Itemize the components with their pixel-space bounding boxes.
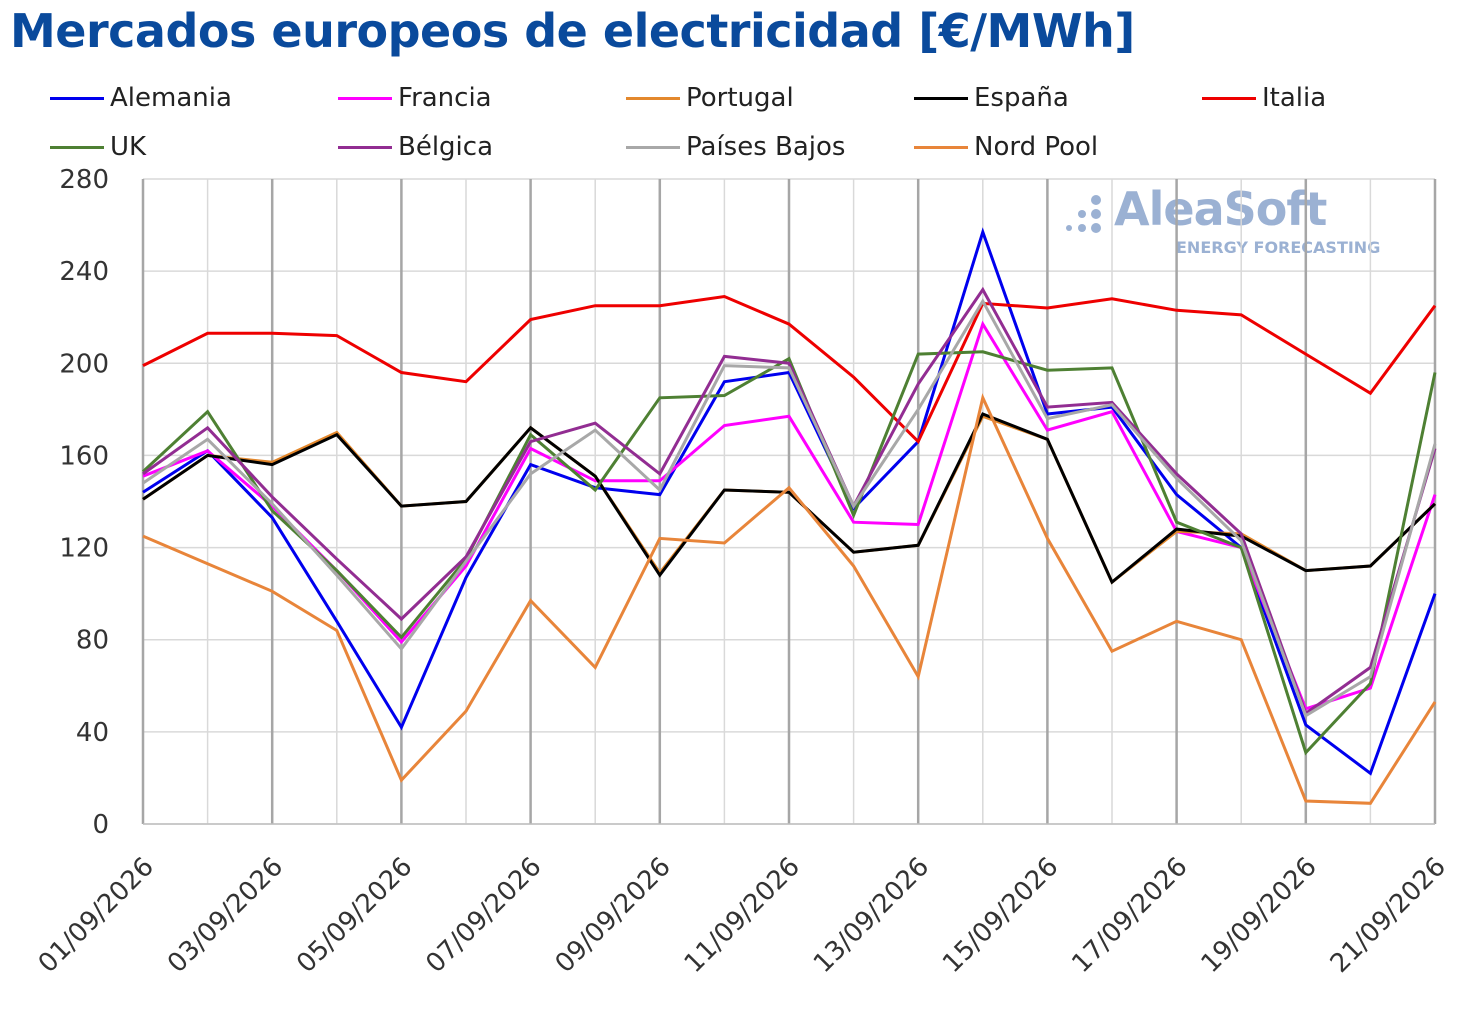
- logo-subtitle: ENERGY FORECASTING: [1176, 238, 1381, 257]
- y-tick-label: 0: [92, 810, 109, 840]
- series-line-italia: [142, 294, 1437, 445]
- legend-label: Bélgica: [398, 132, 494, 162]
- legend-item: Nord Pool: [914, 132, 1098, 162]
- legend-label: Francia: [398, 83, 492, 113]
- legend-label: Alemania: [110, 83, 232, 113]
- legend-swatch: [914, 96, 968, 100]
- legend-swatch: [626, 145, 680, 149]
- x-tick-label: 19/09/2026: [1196, 852, 1323, 979]
- y-tick-label: 120: [59, 534, 109, 564]
- y-tick-label: 80: [76, 626, 109, 656]
- legend-item: Portugal: [626, 83, 794, 113]
- legend-swatch: [50, 145, 104, 149]
- chart-legend: Alemania Francia Portugal España Italia UK Bél…: [0, 0, 1480, 175]
- legend-label: Italia: [1262, 83, 1327, 113]
- y-tick-label: 40: [76, 718, 109, 748]
- logo-name: AleaSoft: [1114, 182, 1327, 236]
- legend-item: Francia: [338, 83, 492, 113]
- legend-item: Italia: [1202, 83, 1326, 113]
- y-tick-label: 200: [59, 349, 109, 379]
- series-line-países-bajos: [142, 298, 1437, 718]
- series-line-bélgica: [142, 286, 1437, 716]
- legend-swatch: [626, 96, 680, 100]
- legend-item: España: [914, 83, 1069, 113]
- series-line-francia: [142, 320, 1437, 711]
- x-tick-label: 11/09/2026: [679, 852, 806, 979]
- series-line-alemania: [142, 227, 1437, 776]
- y-tick-label: 240: [59, 257, 109, 287]
- x-tick-label: 17/09/2026: [1066, 852, 1193, 979]
- legend-swatch: [1202, 96, 1256, 100]
- dots-logo-icon: [1066, 195, 1101, 233]
- x-tick-label: 09/09/2026: [550, 852, 677, 979]
- chart-title: Mercados europeos de electricidad [€/MWh…: [10, 4, 1135, 58]
- y-tick-label: 160: [59, 441, 109, 471]
- x-tick-label: 15/09/2026: [937, 852, 1064, 979]
- legend-item: Bélgica: [338, 132, 493, 162]
- legend-label: Portugal: [686, 83, 794, 113]
- legend-swatch: [914, 145, 968, 149]
- legend-swatch: [338, 96, 392, 100]
- x-tick-label: 01/09/2026: [33, 852, 160, 979]
- legend-label: UK: [110, 132, 147, 162]
- legend-swatch: [50, 96, 104, 100]
- series-line-uk: [141, 350, 1437, 756]
- legend-item: UK: [50, 132, 146, 162]
- series-line-portugal: [142, 414, 1437, 585]
- x-tick-label: 21/09/2026: [1325, 852, 1452, 979]
- legend-label: Nord Pool: [974, 132, 1099, 162]
- legend-label: Países Bajos: [686, 132, 846, 162]
- aleasoft-logo: AleaSoft ENERGY FORECASTING: [1058, 182, 1418, 268]
- legend-label: España: [974, 83, 1069, 113]
- x-tick-label: 13/09/2026: [808, 852, 935, 979]
- series-line-nord-pool: [142, 393, 1437, 805]
- legend-swatch: [338, 145, 392, 149]
- legend-item: Alemania: [50, 83, 232, 113]
- x-tick-label: 03/09/2026: [162, 852, 289, 979]
- legend-item: Países Bajos: [626, 132, 845, 162]
- series-line-españa: [142, 412, 1437, 585]
- x-tick-label: 07/09/2026: [420, 852, 547, 979]
- x-tick-label: 05/09/2026: [291, 852, 418, 979]
